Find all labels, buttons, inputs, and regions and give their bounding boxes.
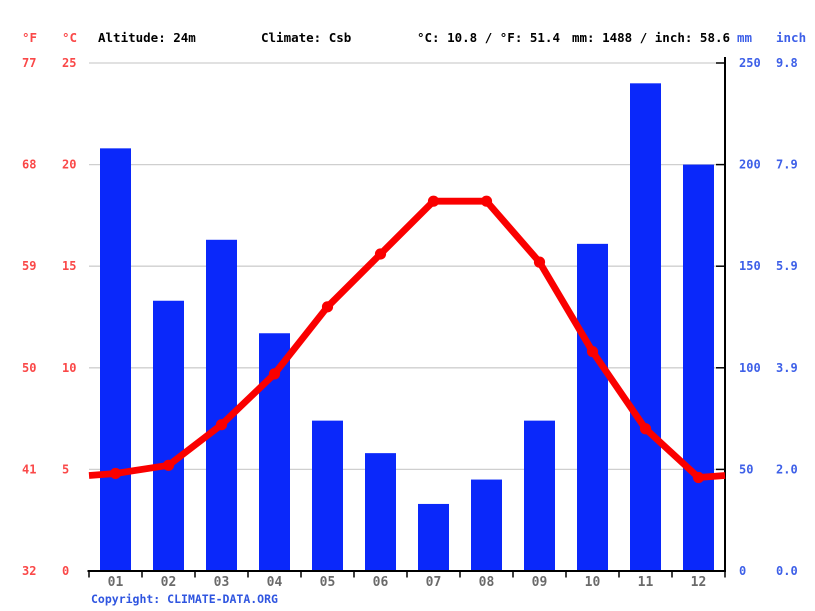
c-axis-label-25: 25 xyxy=(62,56,76,70)
month-label-11: 11 xyxy=(638,575,654,590)
mm-axis-label-100: 100 xyxy=(739,361,761,375)
inch-axis-label-2.0: 2.0 xyxy=(776,462,798,476)
precip-bar-01 xyxy=(100,148,131,571)
mm-axis-label-0: 0 xyxy=(739,564,746,578)
precip-bar-11 xyxy=(630,83,661,571)
climate-type-label: Climate: Csb xyxy=(261,30,352,45)
c-axis-label-10: 10 xyxy=(62,361,76,375)
c-axis-label-20: 20 xyxy=(62,158,76,172)
temperature-marker-12 xyxy=(692,471,705,484)
inch-axis-label-3.9: 3.9 xyxy=(776,361,798,375)
temperature-marker-10 xyxy=(586,345,599,358)
altitude-label: Altitude: 24m xyxy=(98,30,196,45)
climate-data-org-link[interactable]: CLIMATE-DATA.ORG xyxy=(167,592,278,606)
c-axis-label-0: 0 xyxy=(62,564,69,578)
mean-temperature-label: °C: 10.8 / °F: 51.4 xyxy=(417,30,560,45)
month-label-07: 07 xyxy=(426,575,442,590)
copyright-prefix: Copyright: xyxy=(91,592,168,606)
temperature-line xyxy=(88,197,726,481)
temperature-marker-04 xyxy=(268,368,281,380)
c-axis-label-15: 15 xyxy=(62,259,76,273)
celsius-axis-header: °C xyxy=(62,30,78,45)
c-axis-label-5: 5 xyxy=(62,462,69,476)
month-label-12: 12 xyxy=(691,575,707,590)
precip-bar-02 xyxy=(153,300,184,571)
temperature-marker-06 xyxy=(374,248,387,260)
mm-axis-label-50: 50 xyxy=(739,462,753,476)
month-label-10: 10 xyxy=(585,575,601,590)
precip-bar-06 xyxy=(365,453,396,571)
temperature-marker-07 xyxy=(427,195,440,207)
mm-axis-header: mm xyxy=(737,30,753,45)
precip-bar-03 xyxy=(206,239,237,571)
precip-bar-12 xyxy=(683,164,714,571)
mm-axis-label-200: 200 xyxy=(739,158,761,172)
precip-bar-07 xyxy=(418,503,449,571)
month-label-09: 09 xyxy=(532,575,548,590)
precip-bar-09 xyxy=(524,420,555,571)
temperature-marker-08 xyxy=(480,195,493,207)
temperature-marker-02 xyxy=(162,459,175,471)
inch-axis-header: inch xyxy=(776,30,807,45)
precip-bar-05 xyxy=(312,420,343,571)
temperature-marker-01 xyxy=(109,467,122,480)
precip-bar-08 xyxy=(471,479,502,571)
month-label-08: 08 xyxy=(479,575,495,590)
inch-axis-label-5.9: 5.9 xyxy=(776,259,798,273)
copyright-line: Copyright: CLIMATE-DATA.ORG xyxy=(91,592,278,606)
annual-precip-label: mm: 1488 / inch: 58.6 xyxy=(572,30,731,45)
month-label-02: 02 xyxy=(161,575,177,590)
f-axis-label-59: 59 xyxy=(22,259,36,273)
month-label-05: 05 xyxy=(320,575,336,590)
month-label-04: 04 xyxy=(267,575,283,590)
mm-axis-label-250: 250 xyxy=(739,56,761,70)
temperature-marker-09 xyxy=(533,256,546,268)
f-axis-label-41: 41 xyxy=(22,462,36,476)
month-label-06: 06 xyxy=(373,575,389,590)
month-label-01: 01 xyxy=(108,575,124,590)
temperature-marker-03 xyxy=(215,419,228,431)
temperature-marker-11 xyxy=(639,423,652,435)
inch-axis-label-0.0: 0.0 xyxy=(776,564,798,578)
fahrenheit-axis-header: °F xyxy=(22,30,38,45)
f-axis-label-32: 32 xyxy=(22,564,36,578)
month-label-03: 03 xyxy=(214,575,230,590)
inch-axis-label-7.9: 7.9 xyxy=(776,158,798,172)
inch-axis-label-9.8: 9.8 xyxy=(776,56,798,70)
f-axis-label-77: 77 xyxy=(22,56,36,70)
f-axis-label-50: 50 xyxy=(22,361,36,375)
temperature-marker-05 xyxy=(321,301,334,313)
f-axis-label-68: 68 xyxy=(22,158,36,172)
mm-axis-label-150: 150 xyxy=(739,259,761,273)
precip-bar-10 xyxy=(577,243,608,571)
